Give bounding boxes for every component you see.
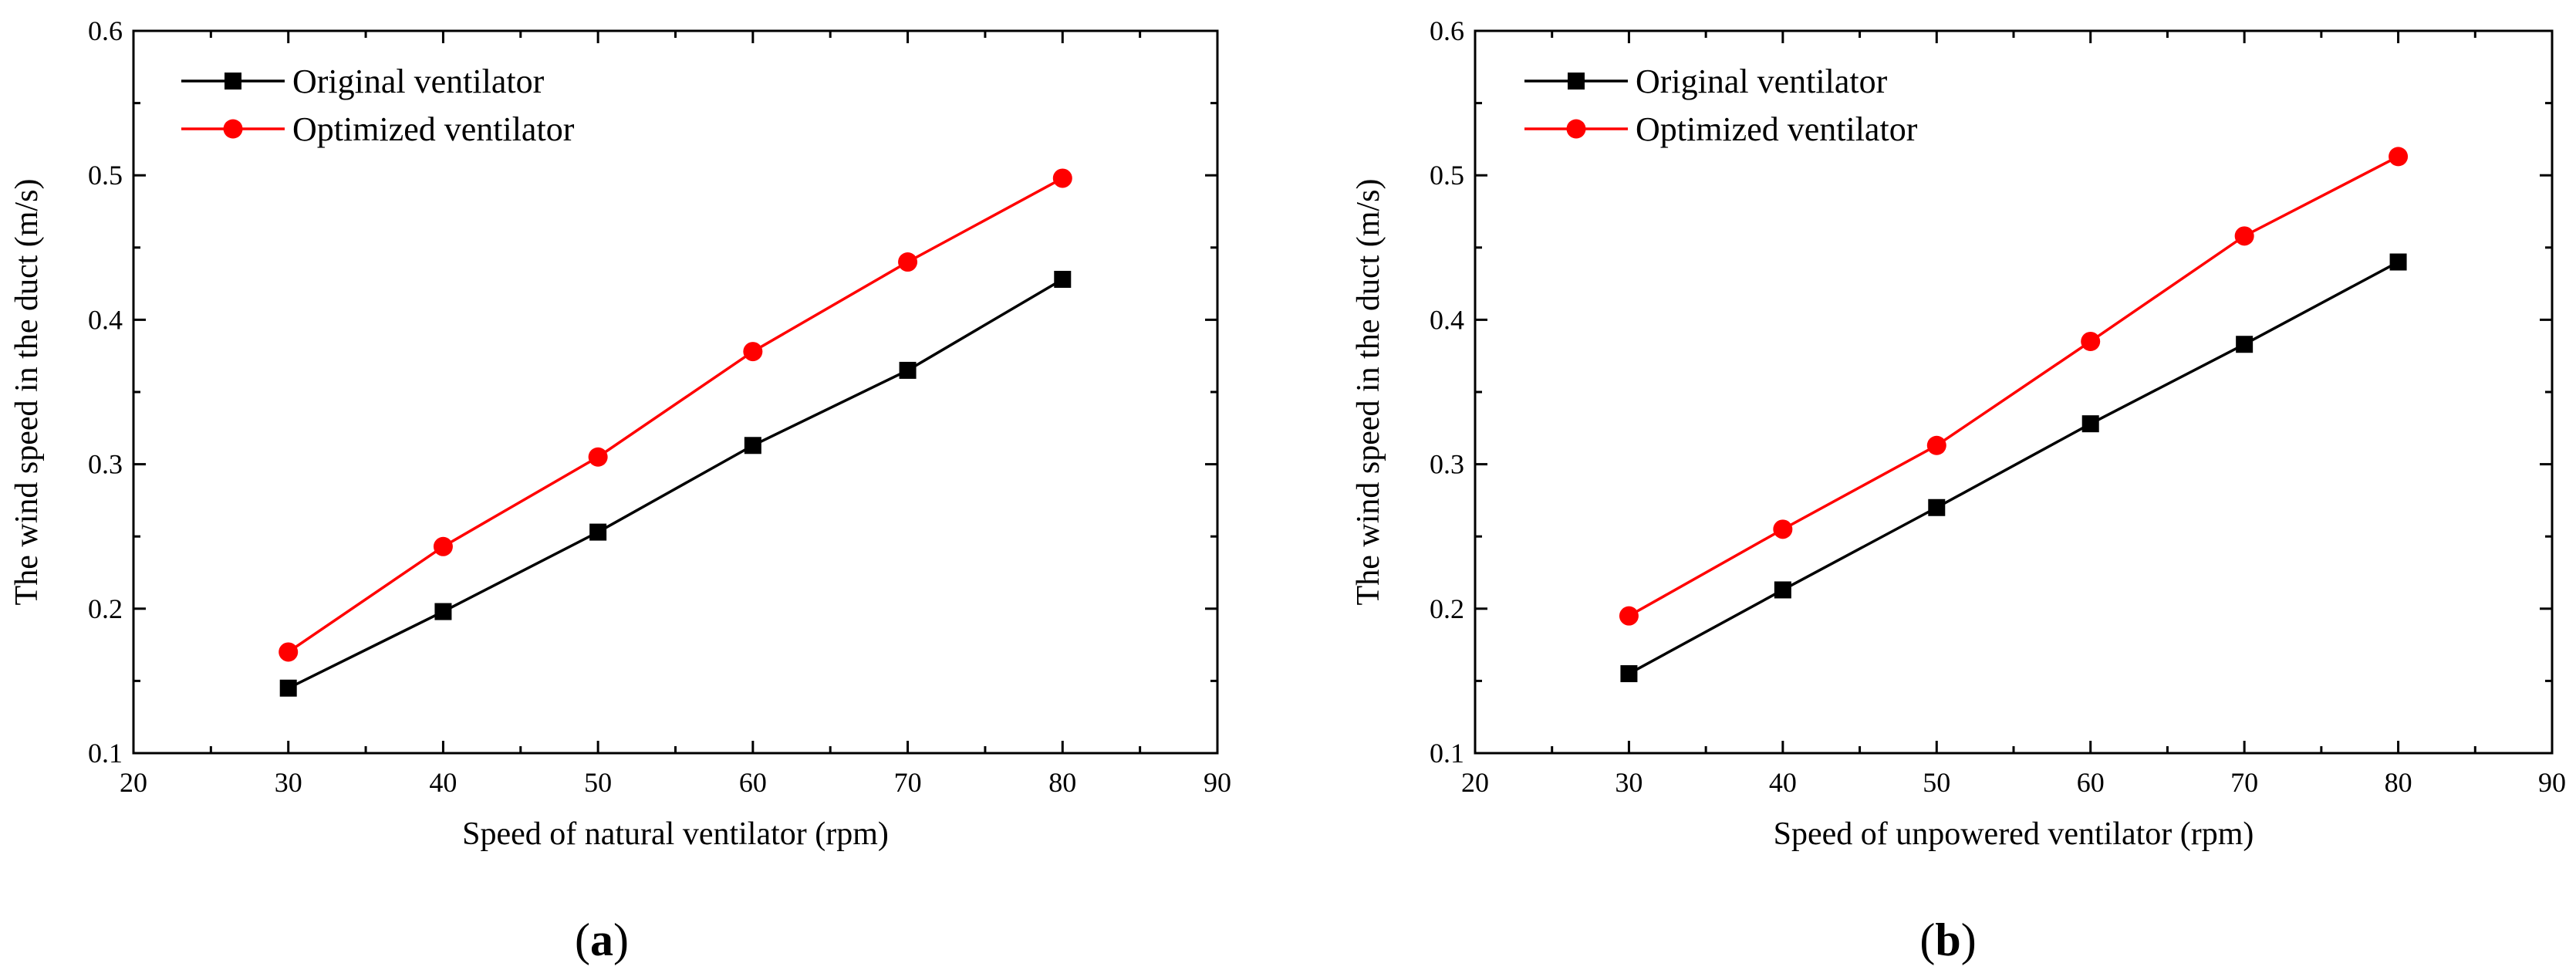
- y-tick-label: 0.5: [1430, 160, 1464, 191]
- series-line-optimized: [1628, 155, 2399, 617]
- x-tick-label: 70: [2230, 767, 2258, 798]
- data-point-original: [279, 679, 297, 697]
- data-point-optimized: [743, 342, 763, 362]
- data-point-optimized: [2389, 147, 2409, 167]
- y-tick-label: 0.2: [1430, 593, 1464, 624]
- x-tick-label: 50: [584, 767, 612, 798]
- legend-label: Optimized ventilator: [292, 110, 575, 148]
- legend-marker-square: [225, 73, 241, 90]
- y-axis-title: The wind speed in the duct (m/s): [1351, 179, 1386, 606]
- x-tick-label: 90: [2538, 767, 2566, 798]
- x-tick-label: 80: [2385, 767, 2412, 798]
- series-line-original: [1628, 260, 2399, 675]
- legend-label: Original ventilator: [292, 63, 545, 100]
- data-point-original: [744, 437, 761, 455]
- x-tick-label: 90: [1204, 767, 1231, 798]
- legend-marker-square: [1568, 73, 1585, 90]
- x-tick-label: 40: [1769, 767, 1797, 798]
- data-point-original: [434, 603, 452, 620]
- y-tick-label: 0.4: [88, 304, 123, 335]
- x-tick-label: 60: [739, 767, 767, 798]
- panel-label: (b): [1919, 914, 1976, 965]
- x-tick-label: 50: [1923, 767, 1950, 798]
- data-point-original: [1620, 665, 1638, 683]
- y-tick-label: 0.3: [88, 449, 123, 480]
- x-tick-label: 30: [275, 767, 302, 798]
- data-point-optimized: [279, 642, 299, 662]
- chart-panel-b: 20 30 40 50 60 70 80 90 0.1 0.2 0.3 0.4 0.5 0.6 Speed …: [1351, 15, 2566, 965]
- x-tick-label: 80: [1048, 767, 1076, 798]
- y-tick-label: 0.1: [1430, 738, 1464, 769]
- data-point-original: [589, 523, 607, 541]
- data-point-original: [2236, 336, 2254, 353]
- data-point-original: [1928, 498, 1946, 516]
- panel-label: (a): [575, 914, 629, 965]
- legend-marker-circle: [223, 119, 243, 139]
- y-tick-label: 0.6: [88, 15, 123, 46]
- data-point-optimized: [1052, 168, 1072, 188]
- data-point-optimized: [588, 447, 608, 467]
- x-tick-label: 30: [1615, 767, 1642, 798]
- x-axis-title: Speed of unpowered ventilator (rpm): [1774, 816, 2254, 852]
- data-point-original: [2389, 253, 2407, 271]
- series-line-optimized: [287, 177, 1064, 654]
- y-axis-title: The wind speed in the duct (m/s): [9, 179, 45, 606]
- series-line-original: [287, 278, 1064, 690]
- x-tick-label: 60: [2077, 767, 2105, 798]
- y-tick-label: 0.5: [88, 160, 123, 191]
- data-point-optimized: [433, 536, 453, 556]
- data-point-optimized: [1926, 435, 1946, 455]
- data-point-original: [2081, 415, 2099, 433]
- y-tick-label: 0.6: [1430, 15, 1464, 46]
- chart-panel-a: 20 30 40 50 60 70 80 90 0.1 0.2 0.3 0.4 0.5 0.6 Speed …: [9, 15, 1231, 965]
- y-tick-label: 0.4: [1430, 304, 1464, 335]
- data-point-optimized: [898, 252, 918, 272]
- data-point-original: [899, 361, 917, 379]
- data-point-optimized: [1773, 519, 1793, 539]
- x-tick-label: 70: [894, 767, 922, 798]
- data-point-original: [1054, 270, 1072, 288]
- x-axis-title: Speed of natural ventilator (rpm): [462, 816, 889, 852]
- data-point-original: [1774, 581, 1791, 599]
- data-point-optimized: [1619, 606, 1639, 626]
- x-tick-label: 20: [1461, 767, 1489, 798]
- legend-label: Original ventilator: [1636, 63, 1888, 100]
- x-tick-label: 20: [120, 767, 147, 798]
- y-tick-label: 0.1: [88, 738, 123, 769]
- legend-label: Optimized ventilator: [1636, 110, 1918, 148]
- y-tick-label: 0.3: [1430, 449, 1464, 480]
- data-point-optimized: [2081, 331, 2101, 351]
- y-tick-label: 0.2: [88, 593, 123, 624]
- data-point-optimized: [2234, 226, 2254, 246]
- x-tick-label: 40: [429, 767, 457, 798]
- legend-marker-circle: [1566, 119, 1586, 139]
